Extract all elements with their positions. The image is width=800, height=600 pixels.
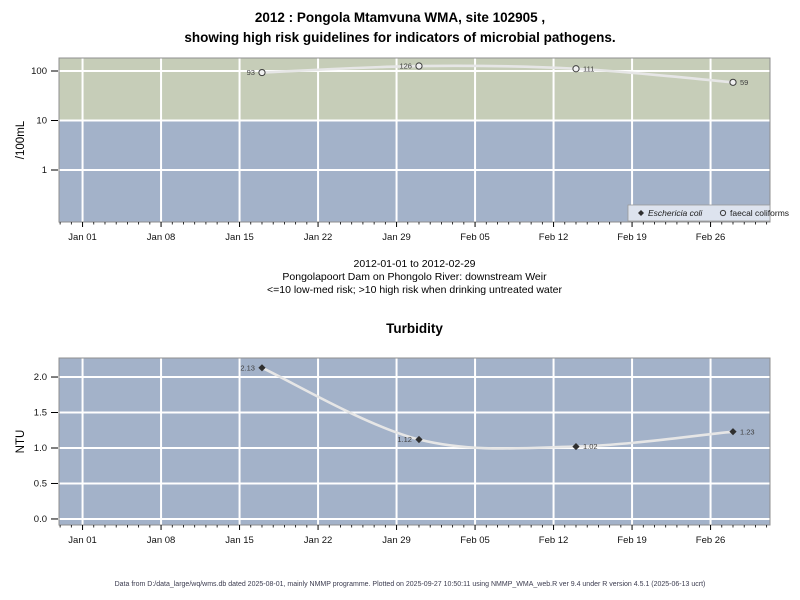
open-circle-marker <box>572 65 580 73</box>
gridlines <box>59 358 770 525</box>
microbial-indicators-chart: Jan 01 Jan 08 Jan 15 Jan 22 Jan 29 Feb 05 Feb … <box>15 57 789 243</box>
caption-risk-note: <=10 low-med risk; >10 high risk when dr… <box>266 283 563 296</box>
turbidity-chart: Jan 01 Jan 08 Jan 15 Jan 22 Jan 29 Feb 05 Feb … <box>15 357 771 546</box>
plot-area-border <box>58 357 771 526</box>
y-axis-title: /100mL <box>15 120 27 159</box>
x-tick-label: Feb 12 <box>539 535 569 546</box>
y-tick-label: 100 <box>31 66 47 77</box>
y-tick-label: 2.0 <box>34 372 47 383</box>
legend-label-ecoli: Eschericia coli <box>648 208 703 218</box>
open-circle-marker <box>258 68 266 77</box>
x-tick-label: Feb 12 <box>539 232 569 243</box>
x-tick-label: Feb 26 <box>696 232 726 243</box>
filled-diamond-marker <box>258 364 266 372</box>
x-tick-label: Feb 19 <box>617 232 647 243</box>
x-tick-label: Feb 26 <box>696 535 726 546</box>
legend-diamond-icon <box>638 210 644 216</box>
x-tick-label: Feb 19 <box>617 535 647 546</box>
chart-main-title: 2012 : Pongola Mtamvuna WMA, site 102905… <box>0 8 800 48</box>
y-tick-label: 1 <box>42 165 47 176</box>
legend-label-faecal-coliforms: faecal coliforms <box>730 208 789 218</box>
caption-site-description: Pongolapoort Dam on Phongolo River: down… <box>282 270 547 283</box>
gridlines <box>59 58 770 222</box>
chart-main-title-line1: 2012 : Pongola Mtamvuna WMA, site 102905… <box>254 10 546 25</box>
x-tick-label: Jan 08 <box>147 535 176 546</box>
x-tick-label: Feb 05 <box>460 232 490 243</box>
filled-diamond-marker <box>572 442 580 451</box>
caption-block: 2012-01-01 to 2012-02-29 Pongolapoort Da… <box>59 258 770 296</box>
series-faecal-coliforms: 93 126 111 59 <box>247 62 749 87</box>
high-risk-band <box>59 58 770 121</box>
series-turbidity: 2.13 1.12 1.02 1.23 <box>240 363 754 451</box>
filled-diamond-marker <box>415 435 423 444</box>
point-value-label: 93 <box>247 68 255 77</box>
point-value-label: 2.13 <box>240 363 255 372</box>
point-value-label: 126 <box>399 62 412 71</box>
x-tick-label: Jan 08 <box>147 232 176 243</box>
y-axis-title: NTU <box>15 430 27 454</box>
x-tick-label: Jan 29 <box>382 232 411 243</box>
x-tick-label: Feb 05 <box>460 535 490 546</box>
caption-date-range: 2012-01-01 to 2012-02-29 <box>353 258 476 270</box>
legend: Eschericia coli faecal coliforms <box>627 204 789 222</box>
filled-diamond-marker <box>729 428 737 436</box>
plot-background <box>59 358 770 525</box>
point-value-label: 1.23 <box>740 427 755 436</box>
y-tick-label: 0.5 <box>34 479 47 490</box>
data-line <box>260 366 735 450</box>
plot-area-border <box>58 57 771 223</box>
x-axis: Jan 01 Jan 08 Jan 15 Jan 22 Jan 29 Feb 05 Feb … <box>59 525 768 546</box>
turbidity-chart-title: Turbidity <box>386 321 443 336</box>
y-axis: 0.0 0.5 1.0 1.5 2.0 NTU <box>15 372 58 525</box>
legend-box <box>627 204 771 222</box>
point-value-label: 111 <box>583 64 594 73</box>
x-tick-label: Jan 15 <box>225 535 254 546</box>
y-axis: 100 10 1/100mL <box>15 66 58 176</box>
footer-provenance-text: Data from D:/data_large/wq/wms.db dated … <box>114 581 706 588</box>
legend-circle-icon <box>719 209 727 217</box>
x-axis: Jan 01 Jan 08 Jan 15 Jan 22 Jan 29 Feb 05 Feb … <box>59 222 768 243</box>
open-circle-marker <box>415 62 423 70</box>
x-tick-label: Jan 22 <box>304 535 333 546</box>
x-tick-label: Jan 01 <box>68 232 97 243</box>
point-value-label: 1.02 <box>583 442 598 451</box>
y-tick-label: 1.5 <box>34 408 47 419</box>
y-tick-label: 10 <box>36 116 47 127</box>
y-tick-label: 0.0 <box>34 514 47 525</box>
data-line <box>260 64 735 84</box>
point-value-label: 1.12 <box>397 435 412 444</box>
x-tick-label: Jan 29 <box>382 535 411 546</box>
open-circle-marker <box>729 78 737 86</box>
x-tick-label: Jan 15 <box>225 232 254 243</box>
y-tick-label: 1.0 <box>34 443 47 454</box>
point-value-label: 59 <box>740 78 748 87</box>
x-tick-label: Jan 22 <box>304 232 333 243</box>
chart-main-title-line2: showing high risk guidelines for indicat… <box>184 30 616 45</box>
x-tick-label: Jan 01 <box>68 535 97 546</box>
